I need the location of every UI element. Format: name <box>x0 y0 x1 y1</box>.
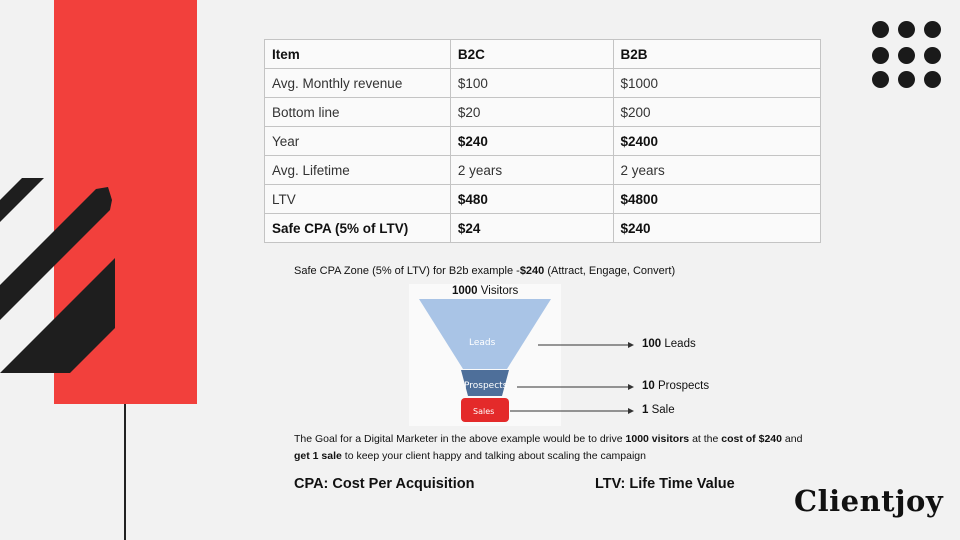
header-cell: B2C <box>449 39 614 69</box>
funnel-prospects-label: Prospects <box>464 381 508 391</box>
clientjoy-logo: Clientjoy <box>794 484 944 518</box>
stage-prospects: 10 Prospects <box>642 380 709 392</box>
funnel-diagram <box>409 284 561 426</box>
table-cell: Bottom line <box>264 97 451 127</box>
table-row: Avg. Lifetime 2 years 2 years <box>264 155 821 185</box>
ltv-comparison-table: Item B2C B2B Avg. Monthly revenue $100 $… <box>264 39 821 243</box>
funnel-shape <box>419 299 551 422</box>
funnel-sales-label: Sales <box>473 407 495 416</box>
dot <box>898 71 915 88</box>
dot <box>924 71 941 88</box>
table-cell: $4800 <box>612 184 821 214</box>
table-cell: $240 <box>449 126 614 156</box>
goal-text: and <box>781 433 803 445</box>
stage-count: 100 <box>642 338 662 350</box>
funnel-prospects-segment <box>461 370 509 396</box>
ltv-definition: LTV: Life Time Value <box>595 476 735 492</box>
table-cell: Avg. Monthly revenue <box>264 68 451 98</box>
stage-label: Sale <box>651 404 675 416</box>
header-cell: B2B <box>612 39 821 69</box>
funnel-sales-segment <box>461 398 509 422</box>
stage-count: 1 <box>642 404 649 416</box>
goal-text: The Goal for a Digital Marketer in the a… <box>294 433 626 445</box>
table-cell: $20 <box>449 97 614 127</box>
dot <box>898 47 915 64</box>
visitors-count: 1000 <box>452 285 478 297</box>
table-cell: $24 <box>449 213 614 243</box>
funnel-visitors-label: 1000 Visitors <box>452 285 518 297</box>
funnel-leads-label: Leads <box>469 338 496 348</box>
table-cell: $100 <box>449 68 614 98</box>
stage-leads: 100 Leads <box>642 338 696 350</box>
goal-highlight: get 1 sale <box>294 450 342 462</box>
table-cell: $2400 <box>612 126 821 156</box>
table-cell: Safe CPA (5% of LTV) <box>264 213 451 243</box>
dot <box>872 71 889 88</box>
table-row: Bottom line $20 $200 <box>264 97 821 127</box>
cpa-definition: CPA: Cost Per Acquisition <box>294 476 475 492</box>
goal-paragraph: The Goal for a Digital Marketer in the a… <box>294 431 804 465</box>
dot <box>872 47 889 64</box>
funnel-arrows <box>510 342 634 414</box>
caption-amount: $240 <box>519 265 545 277</box>
diagonal-stripes-decoration <box>0 178 115 373</box>
table-cell: $240 <box>612 213 821 243</box>
goal-text: at the <box>689 433 722 445</box>
visitors-text: Visitors <box>480 285 519 297</box>
dot <box>924 21 941 38</box>
goal-text: to keep your client happy and talking ab… <box>341 450 646 462</box>
table-cell: Avg. Lifetime <box>264 155 451 185</box>
table-cell: LTV <box>264 184 451 214</box>
table-row: Avg. Monthly revenue $100 $1000 <box>264 68 821 98</box>
stage-label: Prospects <box>658 380 710 392</box>
dot <box>872 21 889 38</box>
header-cell: Item <box>264 39 451 69</box>
table-cell: 2 years <box>612 155 821 185</box>
safe-cpa-caption: Safe CPA Zone (5% of LTV) for B2b exampl… <box>294 265 675 277</box>
goal-highlight: 1000 visitors <box>625 433 690 445</box>
vertical-divider-line <box>124 404 126 540</box>
table-cell: $480 <box>449 184 614 214</box>
table-cell: $1000 <box>612 68 821 98</box>
dot-grid-decoration <box>872 21 942 91</box>
stage-sale: 1 Sale <box>642 404 675 416</box>
stage-label: Leads <box>664 338 696 350</box>
table-cell: 2 years <box>449 155 614 185</box>
caption-suffix: (Attract, Engage, Convert) <box>544 265 676 277</box>
stage-count: 10 <box>642 380 655 392</box>
table-row: LTV $480 $4800 <box>264 184 821 214</box>
funnel-leads-segment <box>419 299 551 369</box>
table-cell: $200 <box>612 97 821 127</box>
table-header-row: Item B2C B2B <box>264 39 821 69</box>
table-cell: Year <box>264 126 451 156</box>
dot <box>924 47 941 64</box>
goal-highlight: cost of $240 <box>721 433 782 445</box>
table-row: Safe CPA (5% of LTV) $24 $240 <box>264 213 821 243</box>
dot <box>898 21 915 38</box>
table-row: Year $240 $2400 <box>264 126 821 156</box>
caption-prefix: Safe CPA Zone (5% of LTV) for B2b exampl… <box>294 265 520 277</box>
